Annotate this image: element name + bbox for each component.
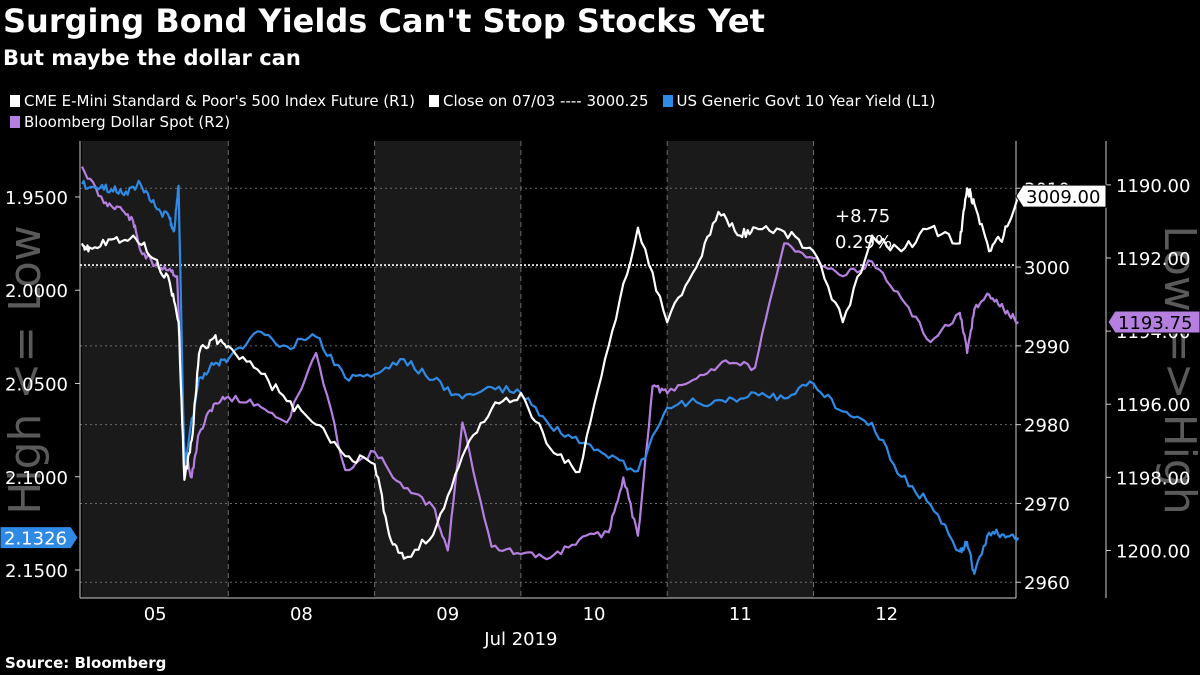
change-annotation: +8.75 bbox=[835, 206, 890, 227]
badge-yield-last-shape bbox=[0, 526, 79, 550]
legend-row-2: Bloomberg Dollar Spot (R2) bbox=[10, 113, 244, 131]
right2-axis-title: Low => High bbox=[1154, 225, 1200, 514]
legend-label-close: Close on 07/03 ---- 3000.25 bbox=[442, 92, 649, 110]
right1-tick-label: 2980 bbox=[1024, 416, 1070, 437]
legend-entry-close[interactable]: Close on 07/03 ---- 3000.25 bbox=[428, 92, 649, 110]
right2-tick-label: 1196.00 bbox=[1116, 395, 1190, 416]
left-tick-label: 2.1500 bbox=[5, 561, 68, 582]
badge-dollar-last-shape bbox=[1107, 310, 1200, 334]
left-tick-label: 2.0500 bbox=[5, 374, 68, 395]
day-band-1 bbox=[374, 141, 521, 598]
x-tick-label: 05 bbox=[144, 604, 167, 625]
source-note: Source: Bloomberg bbox=[5, 654, 167, 672]
x-tick-label: 10 bbox=[583, 604, 606, 625]
right1-tick-label: 2970 bbox=[1024, 494, 1070, 515]
right1-tick-label: 2990 bbox=[1024, 337, 1070, 358]
day-band-0 bbox=[82, 141, 229, 598]
right1-tick-label: 3000 bbox=[1024, 258, 1070, 279]
x-tick-label: 11 bbox=[729, 604, 752, 625]
day-band-2 bbox=[667, 141, 814, 598]
legend-entry-sp500[interactable]: CME E-Mini Standard & Poor's 500 Index F… bbox=[10, 92, 415, 110]
chart-title: Surging Bond Yields Can't Stop Stocks Ye… bbox=[3, 2, 765, 40]
legend-swatch-yield bbox=[662, 95, 673, 107]
series-line-yield bbox=[81, 179, 1020, 575]
x-tick-label: 12 bbox=[875, 604, 898, 625]
badge-sp500-last-shape bbox=[1015, 184, 1107, 208]
legend-swatch-sp500 bbox=[10, 95, 20, 107]
legend-label-dollar: Bloomberg Dollar Spot (R2) bbox=[24, 113, 231, 131]
right2-tick-label: 1200.00 bbox=[1116, 541, 1190, 562]
x-axis-label: Jul 2019 bbox=[483, 629, 557, 650]
chart-subtitle: But maybe the dollar can bbox=[3, 46, 301, 70]
badge-dollar-last: 1193.75 bbox=[1118, 313, 1192, 334]
legend-swatch-dollar bbox=[10, 116, 20, 128]
left-axis-title: High <= Low bbox=[0, 225, 51, 514]
badge-sp500-last: 3009.00 bbox=[1026, 187, 1100, 208]
legend-label-sp500: CME E-Mini Standard & Poor's 500 Index F… bbox=[24, 92, 415, 110]
right2-tick-label: 1198.00 bbox=[1116, 468, 1190, 489]
legend-label-yield: US Generic Govt 10 Year Yield (L1) bbox=[676, 92, 936, 110]
x-tick-label: 08 bbox=[290, 604, 313, 625]
percent-annotation: 0.29% bbox=[835, 232, 892, 253]
legend-row-1: CME E-Mini Standard & Poor's 500 Index F… bbox=[10, 92, 950, 110]
series-line-sp500 bbox=[80, 187, 1020, 560]
left-tick-label: 2.1000 bbox=[5, 468, 68, 489]
legend-entry-dollar[interactable]: Bloomberg Dollar Spot (R2) bbox=[10, 113, 230, 131]
legend-swatch-close bbox=[428, 95, 439, 107]
x-tick-label: 09 bbox=[436, 604, 459, 625]
badge-yield-last: 2.1326 bbox=[4, 529, 67, 550]
right2-tick-label: 1190.00 bbox=[1116, 176, 1190, 197]
left-tick-label: 2.0000 bbox=[5, 281, 68, 302]
legend-entry-yield[interactable]: US Generic Govt 10 Year Yield (L1) bbox=[662, 92, 936, 110]
left-tick-label: 1.9500 bbox=[5, 188, 68, 209]
right1-tick-label: 2960 bbox=[1024, 573, 1070, 594]
right2-tick-label: 1192.00 bbox=[1116, 249, 1190, 270]
